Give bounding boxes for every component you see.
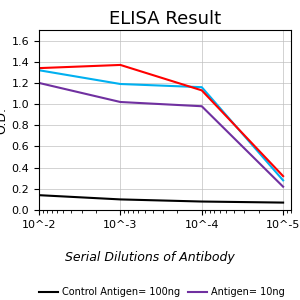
Antigen= 50ng xyxy=(37,68,41,72)
Antigen= 10ng xyxy=(118,100,122,104)
Control Antigen= 100ng xyxy=(200,200,203,203)
Antigen= 100ng xyxy=(118,63,122,67)
Line: Antigen= 10ng: Antigen= 10ng xyxy=(39,83,283,187)
Antigen= 50ng xyxy=(281,178,285,182)
Y-axis label: O.D.: O.D. xyxy=(0,106,9,134)
Control Antigen= 100ng xyxy=(281,201,285,204)
Antigen= 10ng xyxy=(200,104,203,108)
Line: Control Antigen= 100ng: Control Antigen= 100ng xyxy=(39,195,283,203)
Antigen= 100ng xyxy=(37,66,41,70)
Line: Antigen= 50ng: Antigen= 50ng xyxy=(39,70,283,180)
Line: Antigen= 100ng: Antigen= 100ng xyxy=(39,65,283,176)
Legend: Control Antigen= 100ng, Antigen= 50ng, Antigen= 10ng, Antigen= 100ng: Control Antigen= 100ng, Antigen= 50ng, A… xyxy=(35,283,295,300)
Text: Serial Dilutions of Antibody: Serial Dilutions of Antibody xyxy=(65,251,235,264)
Antigen= 10ng xyxy=(281,185,285,188)
Control Antigen= 100ng xyxy=(118,198,122,201)
Antigen= 50ng xyxy=(118,82,122,86)
Control Antigen= 100ng xyxy=(37,194,41,197)
Antigen= 50ng xyxy=(200,85,203,89)
Antigen= 10ng xyxy=(37,81,41,85)
Antigen= 100ng xyxy=(281,174,285,178)
Antigen= 100ng xyxy=(200,88,203,92)
Title: ELISA Result: ELISA Result xyxy=(109,11,221,28)
